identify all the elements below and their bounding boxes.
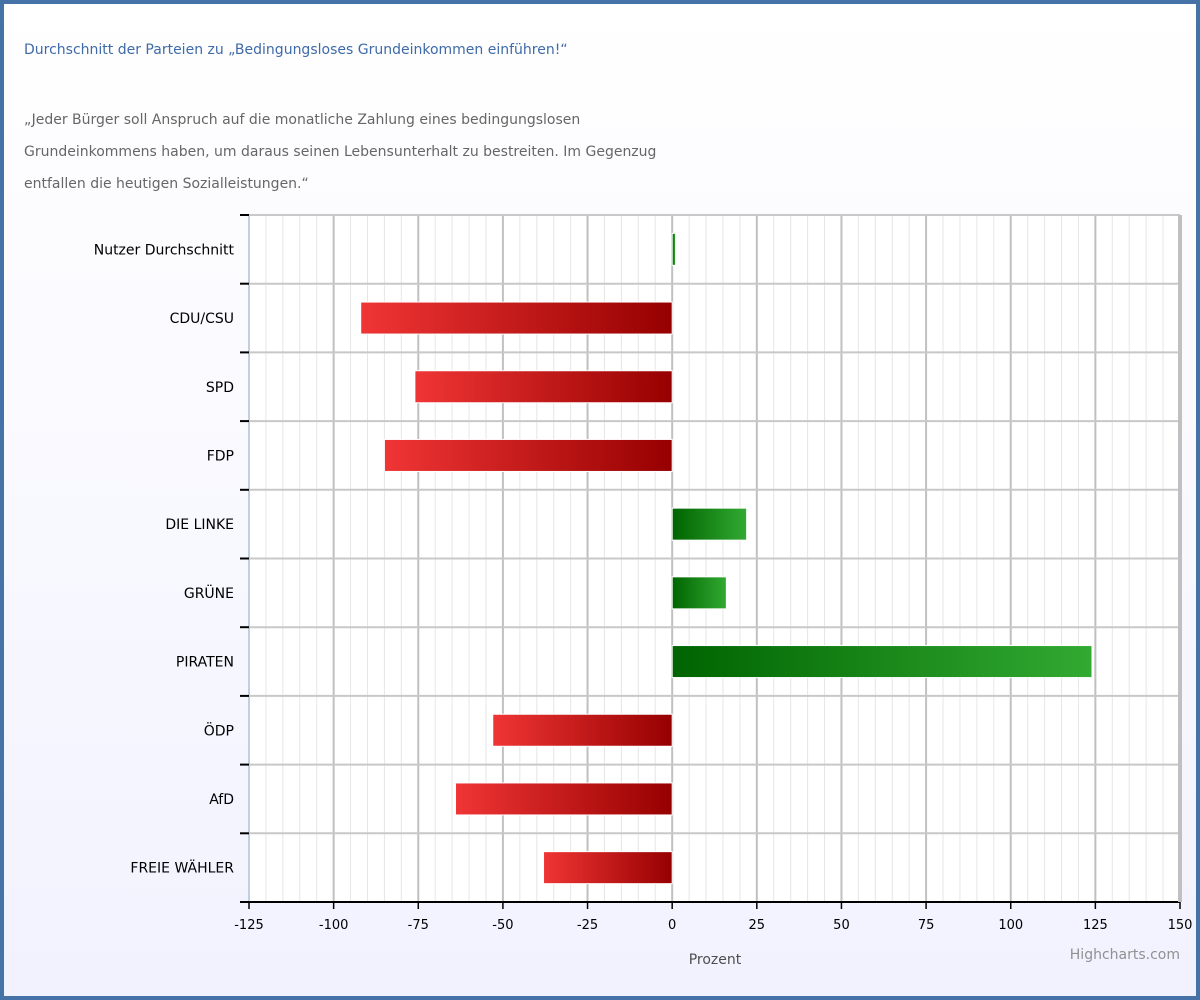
x-tick-label: -75 (408, 918, 429, 933)
category-label: FDP (207, 448, 234, 464)
bar (671, 507, 748, 541)
bar (383, 438, 673, 472)
x-axis-title: Prozent (689, 952, 742, 968)
category-label: DIE LINKE (165, 517, 234, 533)
bar (414, 370, 673, 404)
chart-subtitle: „Jeder Bürger soll Anspruch auf die mona… (24, 112, 657, 192)
bar (671, 232, 677, 266)
y-axis-category-labels: Nutzer Durchschnitt CDU/CSU SPD FDP DIE LINK… (94, 242, 235, 876)
category-label: SPD (206, 380, 234, 396)
x-tick-label: 150 (1168, 918, 1193, 933)
bar (671, 645, 1093, 679)
bar (455, 782, 673, 816)
x-tick-label: 0 (668, 918, 676, 933)
x-tick-label: -50 (492, 918, 513, 933)
x-axis-tick-labels: -125 -100 -75 -50 -25 0 25 50 75 100 125 150 (234, 918, 1192, 933)
x-tick-label: 75 (918, 918, 935, 933)
category-label: Nutzer Durchschnitt (94, 242, 235, 258)
category-label: GRÜNE (184, 584, 234, 602)
category-label: FREIE WÄHLER (130, 859, 234, 877)
credits-link[interactable]: Highcharts.com (1069, 947, 1180, 963)
bar (543, 851, 673, 885)
bar (360, 301, 673, 335)
x-tick-label: 50 (833, 918, 850, 933)
category-label: CDU/CSU (170, 311, 234, 327)
category-label: AfD (209, 792, 234, 808)
chart-title: Durchschnitt der Parteien zu „Bedingungs… (24, 42, 568, 58)
x-tick-label: -125 (234, 918, 264, 933)
x-tick-label: -100 (319, 918, 349, 933)
bar (492, 713, 673, 747)
x-tick-label: 100 (998, 918, 1023, 933)
x-tick-label: 125 (1083, 918, 1108, 933)
x-tick-label: 25 (749, 918, 766, 933)
bar-series (360, 232, 1093, 885)
axes (240, 214, 1182, 909)
category-label: PIRATEN (176, 655, 234, 671)
category-label: ÖDP (204, 721, 234, 739)
x-tick-label: -25 (577, 918, 598, 933)
bar (671, 576, 727, 610)
